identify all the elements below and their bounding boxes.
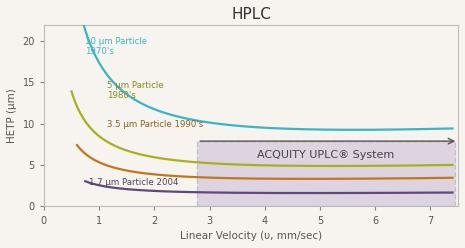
- Title: HPLC: HPLC: [231, 7, 271, 22]
- Text: 5 μm Particle
1980's: 5 μm Particle 1980's: [107, 81, 164, 100]
- Text: 1.7 μm Particle 2004: 1.7 μm Particle 2004: [89, 178, 179, 186]
- Y-axis label: HETP (μm): HETP (μm): [7, 88, 17, 143]
- Text: ACQUITY UPLC® System: ACQUITY UPLC® System: [257, 150, 394, 160]
- Text: 3.5 μm Particle 1990's: 3.5 μm Particle 1990's: [107, 121, 204, 129]
- X-axis label: Linear Velocity (υ, mm/sec): Linear Velocity (υ, mm/sec): [180, 231, 322, 241]
- Bar: [198, 141, 455, 207]
- Text: 10 μm Particle
1970's: 10 μm Particle 1970's: [85, 37, 147, 56]
